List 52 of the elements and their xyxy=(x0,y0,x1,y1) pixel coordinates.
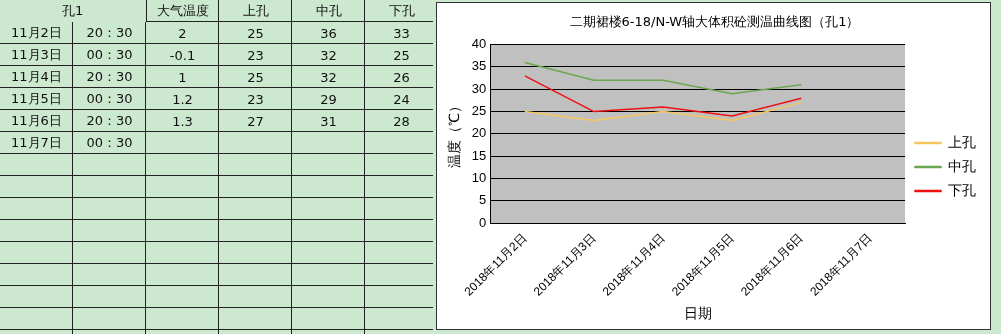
legend-label: 下孔 xyxy=(948,181,976,198)
text: 32 xyxy=(319,68,338,87)
text: 11月6日 xyxy=(10,112,63,130)
chart-title: 二期裙楼6-18/N-W轴大体积砼测温曲线图（孔1） xyxy=(569,14,860,30)
y-tick-label: 20 xyxy=(471,125,487,141)
text: 23 xyxy=(246,90,265,109)
text: 00：30 xyxy=(85,90,134,108)
y-tick-label: 25 xyxy=(471,103,487,119)
text: 24 xyxy=(392,90,411,109)
text: 00：30 xyxy=(85,46,134,64)
category-label: 中孔 xyxy=(314,2,343,20)
text: 1 xyxy=(177,68,188,87)
text: 36 xyxy=(319,24,338,43)
text: 2 xyxy=(177,24,188,43)
y-tick-label: 30 xyxy=(471,80,487,96)
y-tick-label: 5 xyxy=(479,192,487,208)
legend-label: 上孔 xyxy=(948,133,976,150)
y-tick-label: 15 xyxy=(471,147,487,163)
y-tick-label: 40 xyxy=(471,36,487,52)
category-label: 上孔 xyxy=(241,2,270,20)
y-tick-label: 0 xyxy=(479,214,487,230)
text: 11月7日 xyxy=(10,134,63,152)
text: 29 xyxy=(319,90,338,109)
text: 27 xyxy=(246,112,265,131)
text: 25 xyxy=(246,68,265,87)
text: 1.2 xyxy=(171,90,194,109)
category-label: 下孔 xyxy=(387,2,416,20)
y-axis-title: 温度（℃） xyxy=(446,99,463,169)
text: 00：30 xyxy=(85,134,134,152)
text: 20：30 xyxy=(85,68,134,86)
text: 32 xyxy=(319,46,338,65)
text: 28 xyxy=(392,112,411,131)
x-axis-title: 日期 xyxy=(683,305,712,322)
category-label: 大气温度 xyxy=(155,2,210,20)
text: 11月3日 xyxy=(10,46,63,64)
text: 11月5日 xyxy=(10,90,63,108)
category-label: 孔1 xyxy=(0,0,146,22)
text: 11月4日 xyxy=(10,68,63,86)
text: 11月2日 xyxy=(10,24,63,42)
text: 25 xyxy=(246,24,265,43)
y-tick-label: 10 xyxy=(471,170,487,186)
text: 20：30 xyxy=(85,24,134,42)
text: 1.3 xyxy=(171,112,194,131)
text: -0.1 xyxy=(168,46,197,65)
text: 31 xyxy=(319,112,338,131)
text: 20：30 xyxy=(85,112,134,130)
text: 26 xyxy=(392,68,411,87)
legend-label: 中孔 xyxy=(948,157,976,174)
text: 25 xyxy=(392,46,411,65)
y-tick-label: 35 xyxy=(471,58,487,74)
text: 23 xyxy=(246,46,265,65)
text: 33 xyxy=(392,24,411,43)
